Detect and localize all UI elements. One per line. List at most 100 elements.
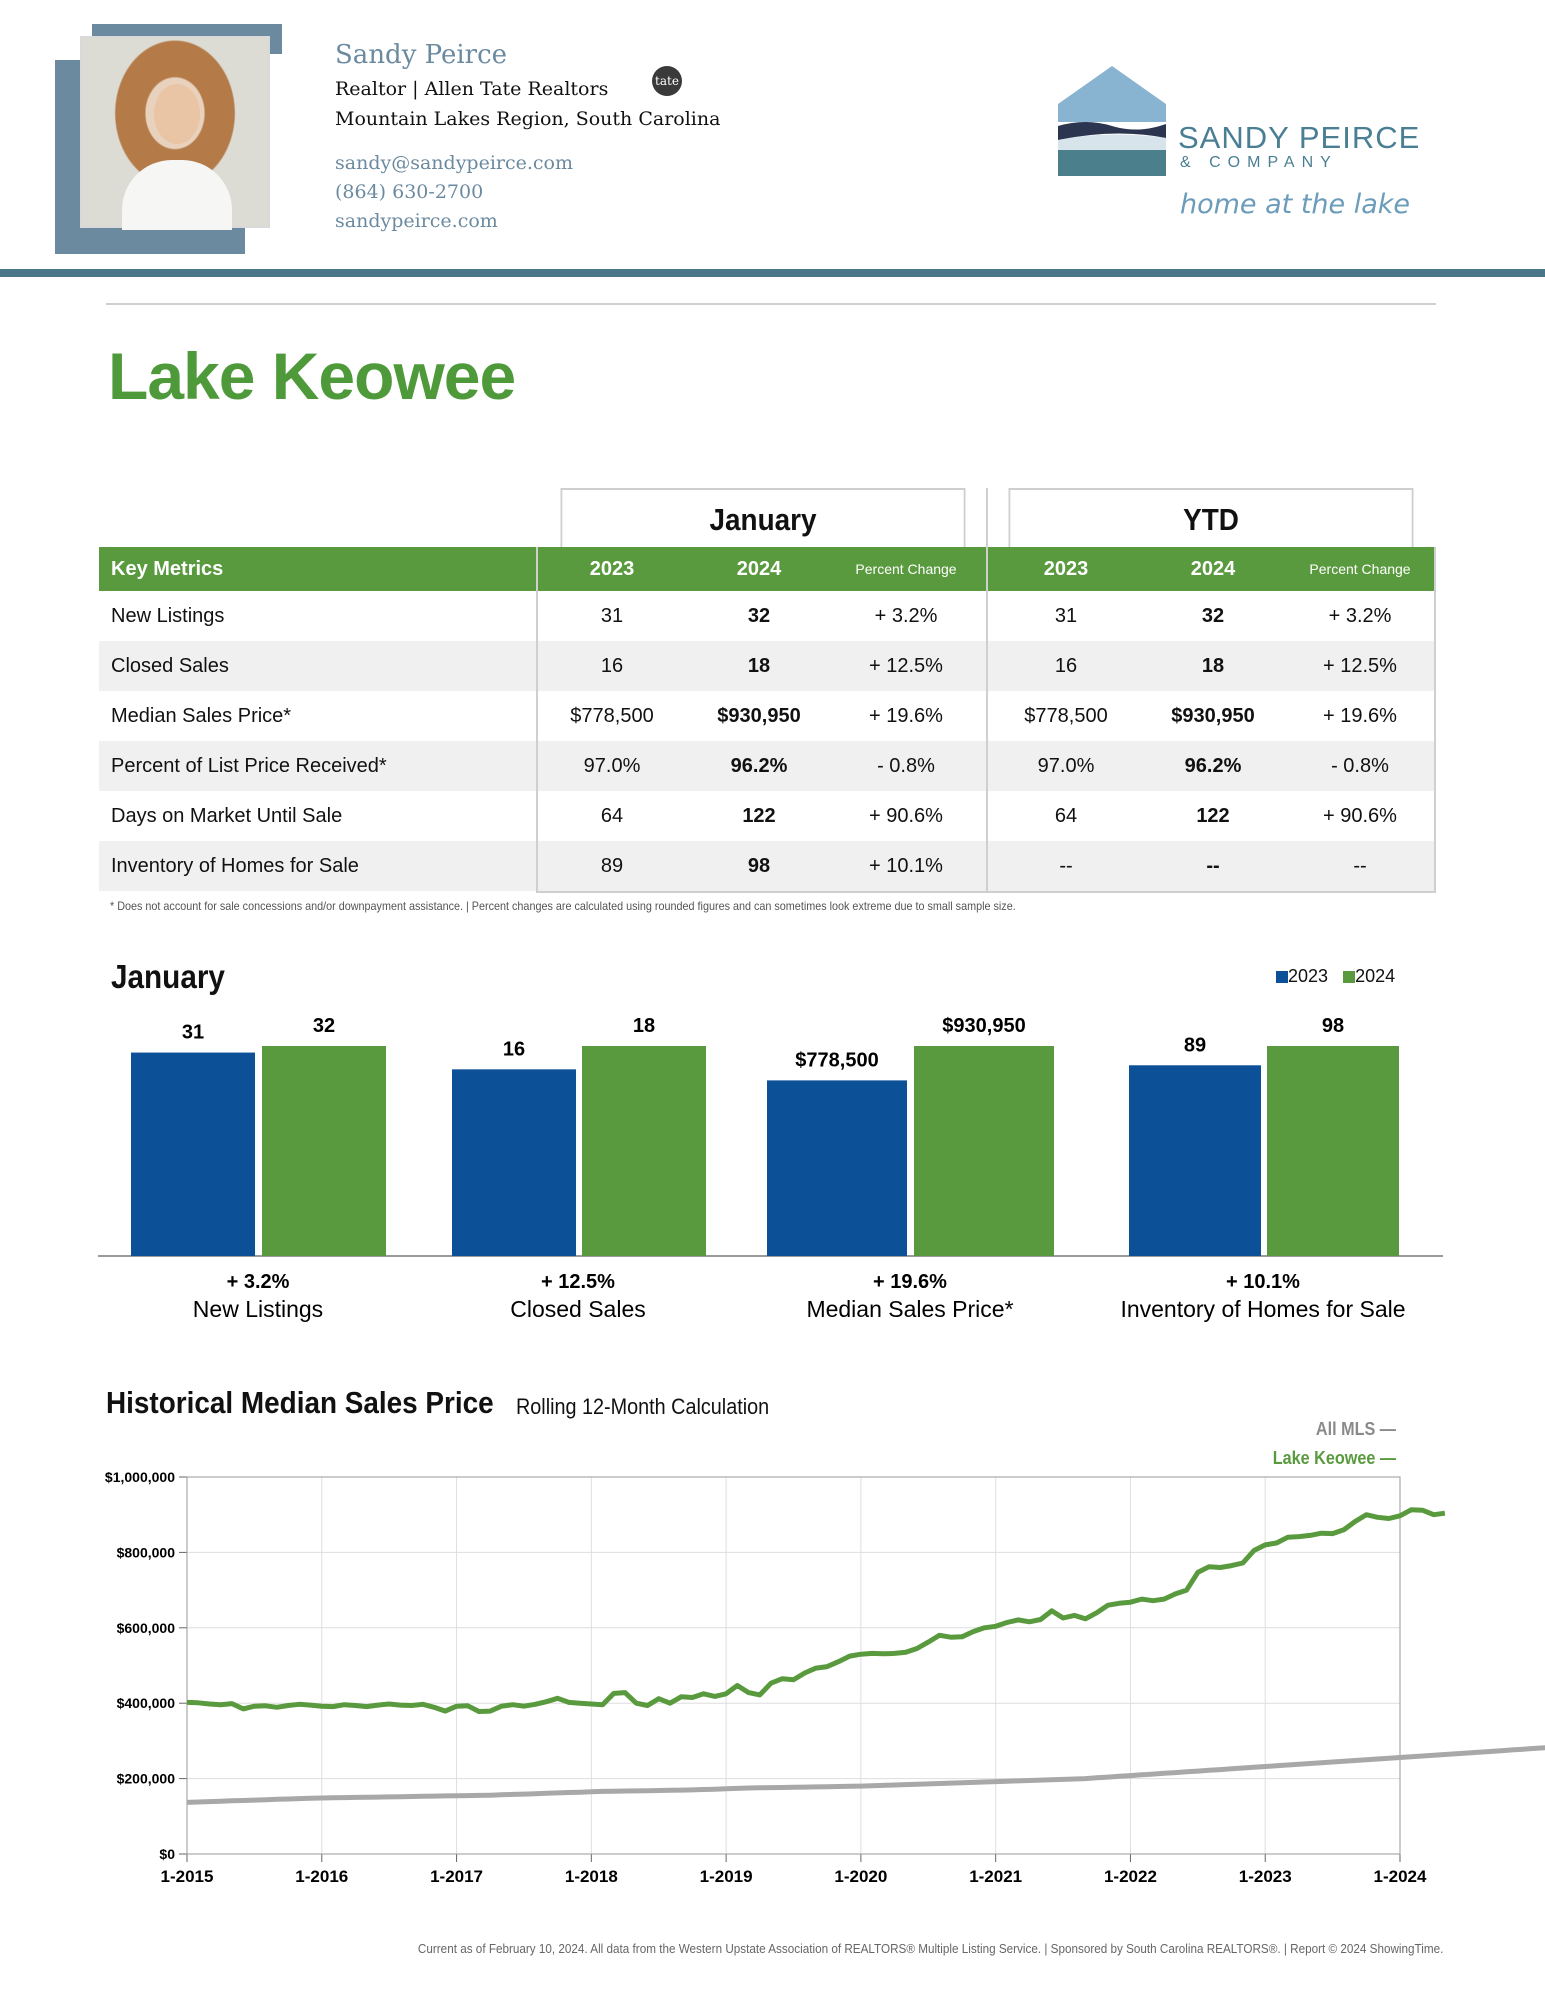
agent-email-link[interactable]: sandy@sandypeirce.com xyxy=(335,152,574,174)
x-tick-label: 1-2022 xyxy=(1104,1867,1157,1886)
bar-value-label: 32 xyxy=(313,1015,335,1037)
ytd-percent-change: + 12.5% xyxy=(1323,655,1397,677)
legend-swatch-2023 xyxy=(1276,971,1288,983)
report-source-note: Current as of February 10, 2024. All dat… xyxy=(417,1941,1443,1956)
table-body: New Listings 31 32 + 3.2% 31 32 + 3.2% C… xyxy=(99,591,1436,891)
line-chart-plot: $0 $200,000 $400,000 $600,000 $800,000 $1,000… xyxy=(105,1469,1545,1886)
jan-2023-value: 31 xyxy=(600,605,624,627)
bar-value-label: 18 xyxy=(633,1015,655,1037)
legend-label-all-mls: All MLS xyxy=(1315,1419,1376,1439)
jan-2023-value: 16 xyxy=(600,655,624,677)
legend-label-2024: 2024 xyxy=(1355,966,1396,986)
bar-2024 xyxy=(1267,1046,1399,1256)
bar-value-label: 89 xyxy=(1184,1034,1206,1056)
ytd-2024-value: 96.2% xyxy=(1184,755,1242,777)
agent-phone-link[interactable]: (864) 630-2700 xyxy=(335,181,484,203)
company-logo-subtitle: & COMPANY xyxy=(1180,154,1338,171)
jan-2023-value: $778,500 xyxy=(570,705,654,727)
bar-2023 xyxy=(131,1052,255,1256)
x-tick-label: 1-2017 xyxy=(430,1867,483,1886)
ytd-percent-change: + 3.2% xyxy=(1328,605,1392,627)
bar-change-label: + 3.2% xyxy=(227,1271,290,1293)
x-tick-label: 1-2023 xyxy=(1239,1867,1292,1886)
agent-photo-shirt xyxy=(122,160,232,230)
bar-change-label: + 12.5% xyxy=(541,1271,615,1293)
table-row: New Listings 31 32 + 3.2% 31 32 + 3.2% xyxy=(99,591,1436,641)
header-jan-2023: 2023 xyxy=(589,558,635,580)
bar-category-label: New Listings xyxy=(193,1296,323,1322)
table-row: Closed Sales 16 18 + 12.5% 16 18 + 12.5% xyxy=(99,641,1436,691)
x-tick-label: 1-2015 xyxy=(161,1867,214,1886)
group-header-ytd: YTD xyxy=(1008,488,1414,547)
header-jan-2024: 2024 xyxy=(736,558,782,580)
plot-frame xyxy=(186,1476,1401,1855)
bar-2024 xyxy=(582,1046,706,1256)
x-tick-label: 1-2019 xyxy=(700,1867,753,1886)
ytd-2024-value: -- xyxy=(1206,855,1220,877)
y-tick-label: $800,000 xyxy=(117,1544,176,1560)
jan-2024-value: 122 xyxy=(742,805,776,827)
y-tick-label: $1,000,000 xyxy=(105,1469,175,1485)
bar-2024 xyxy=(914,1046,1054,1256)
agent-role-line: Realtor | Allen Tate Realtors xyxy=(335,78,608,100)
table-row: Median Sales Price* $778,500 $930,950 + … xyxy=(99,691,1436,741)
bar-value-label: 98 xyxy=(1322,1015,1344,1037)
jan-percent-change: - 0.8% xyxy=(877,755,935,777)
legend-label-2023: 2023 xyxy=(1288,966,1329,986)
bar-2024 xyxy=(262,1046,386,1256)
x-tick-label: 1-2020 xyxy=(834,1867,887,1886)
jan-percent-change: + 90.6% xyxy=(869,805,943,827)
x-tick-label: 1-2016 xyxy=(295,1867,348,1886)
jan-2024-value: 98 xyxy=(747,855,771,877)
bar-2023 xyxy=(452,1069,576,1256)
metric-label: Closed Sales xyxy=(111,655,229,677)
bar-2023 xyxy=(1129,1065,1261,1256)
report-header: Sandy Peirce Realtor | Allen Tate Realto… xyxy=(0,0,1545,278)
jan-2024-value: 18 xyxy=(747,655,771,677)
legend-all-mls: All MLS — xyxy=(1315,1419,1396,1439)
ytd-2023-value: 64 xyxy=(1054,805,1078,827)
x-tick-label: 1-2018 xyxy=(565,1867,618,1886)
table-header-row: Key Metrics 2023 2024 Percent Change 202… xyxy=(99,547,1436,591)
allen-tate-logo: tate xyxy=(652,66,682,96)
bar-value-label: 31 xyxy=(182,1022,204,1044)
bar-change-label: + 19.6% xyxy=(873,1271,947,1293)
agent-role: Realtor xyxy=(335,78,407,100)
bar-value-label: $930,950 xyxy=(942,1015,1025,1037)
jan-2024-value: 32 xyxy=(747,605,771,627)
header-jan-percent-change: Percent Change xyxy=(855,561,957,577)
agent-region: Mountain Lakes Region, South Carolina xyxy=(335,108,721,130)
ytd-2023-value: 31 xyxy=(1054,605,1078,627)
agent-website-link[interactable]: sandypeirce.com xyxy=(335,210,498,232)
agent-photo-face xyxy=(154,84,200,144)
role-separator: | xyxy=(412,78,425,100)
title-divider xyxy=(106,303,1436,305)
ytd-2024-value: 32 xyxy=(1201,605,1225,627)
legend-lake-keowee: Lake Keowee — xyxy=(1272,1448,1396,1468)
metric-label: New Listings xyxy=(111,605,225,627)
metric-label: Days on Market Until Sale xyxy=(111,805,343,827)
jan-percent-change: + 12.5% xyxy=(869,655,943,677)
line-chart-subtitle: Rolling 12-Month Calculation xyxy=(516,1394,770,1419)
january-bar-chart: January 2023 2024 31 32 + 3.2% New Listings… xyxy=(0,950,1545,1340)
ytd-percent-change: + 19.6% xyxy=(1323,705,1397,727)
y-tick-label: $400,000 xyxy=(117,1695,176,1711)
jan-2023-value: 97.0% xyxy=(583,755,641,777)
page-title: Lake Keowee xyxy=(108,339,516,413)
ytd-2023-value: -- xyxy=(1059,855,1073,877)
header-ytd-2023: 2023 xyxy=(1043,558,1089,580)
header-key-metrics: Key Metrics xyxy=(111,558,224,580)
jan-2023-value: 64 xyxy=(600,805,624,827)
jan-percent-change: + 19.6% xyxy=(869,705,943,727)
y-tick-label: $0 xyxy=(159,1846,175,1862)
ytd-2023-value: $778,500 xyxy=(1024,705,1108,727)
header-ytd-percent-change: Percent Change xyxy=(1309,561,1411,577)
ytd-percent-change: + 90.6% xyxy=(1323,805,1397,827)
metric-label: Percent of List Price Received* xyxy=(111,755,387,777)
agent-photo xyxy=(80,36,270,230)
ytd-2024-value: 122 xyxy=(1196,805,1230,827)
table-row: Days on Market Until Sale 64 122 + 90.6%… xyxy=(99,791,1436,841)
legend-label-lake-keowee: Lake Keowee xyxy=(1272,1448,1376,1468)
header-divider-bar xyxy=(0,269,1545,277)
metric-label: Median Sales Price* xyxy=(111,705,292,727)
